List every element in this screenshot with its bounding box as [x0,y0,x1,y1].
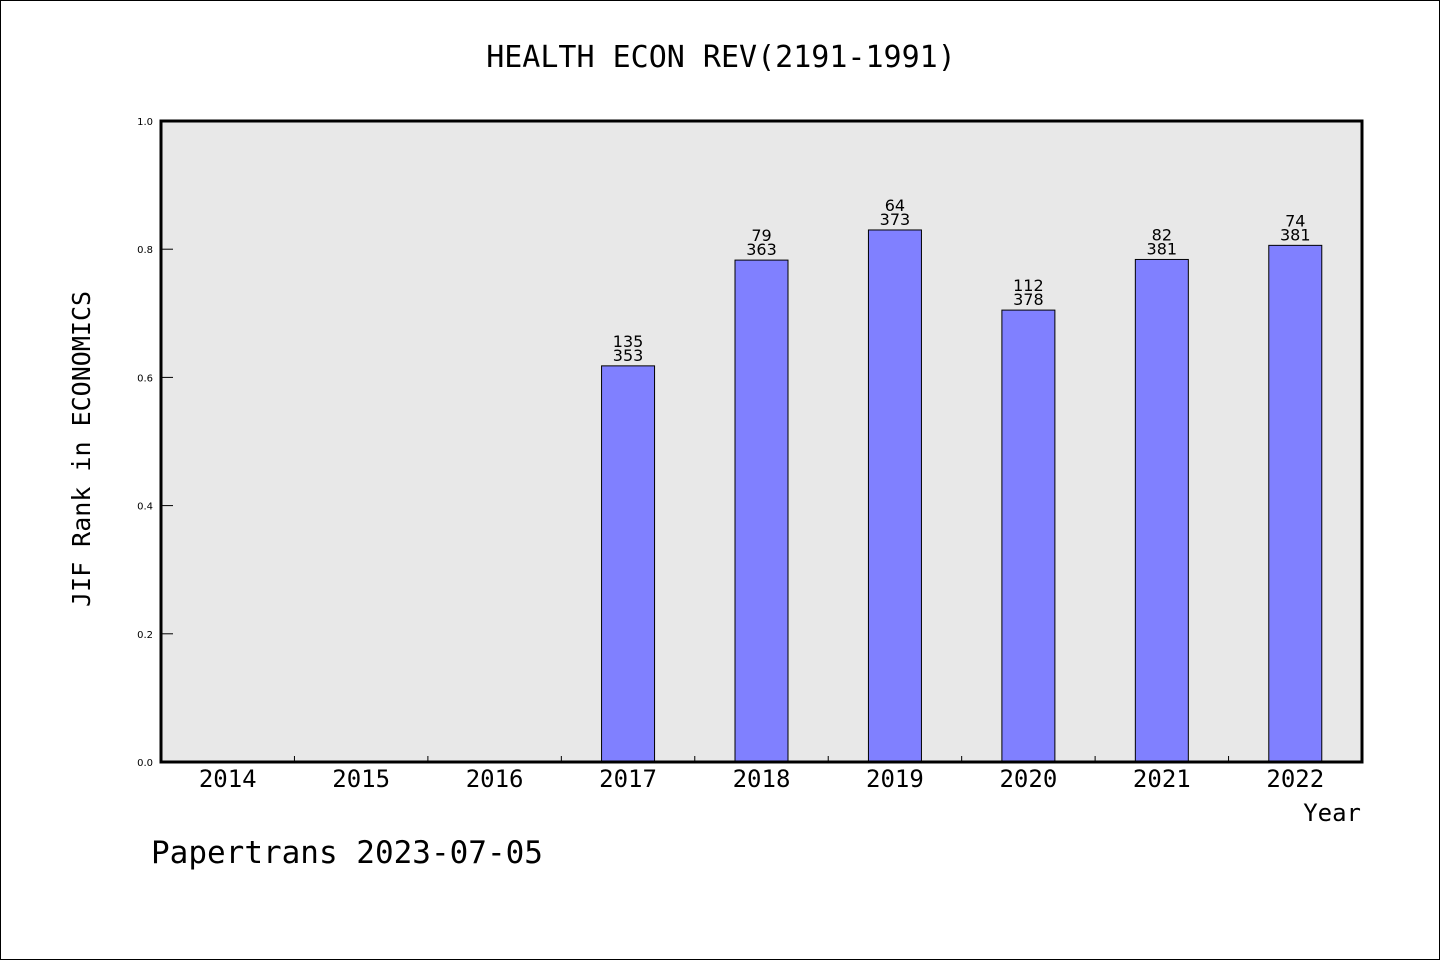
x-tick-label: 2020 [999,765,1057,793]
bar-label-rank: 112 [1013,276,1044,295]
x-tick-label: 2017 [599,765,657,793]
chart-title: HEALTH ECON REV(2191-1991) [486,40,956,75]
plot-border [159,119,1364,764]
y-axis-label: JIF Rank in ECONOMICS [67,291,96,607]
x-axis-ticks: 2014 2015 2016 2017 2018 2019 2020 2021 2022 [199,756,1324,793]
x-tick-label: 2014 [199,765,257,793]
y-tick-label: 0.6 [137,373,153,384]
y-tick-label: 1.0 [137,117,153,128]
y-tick-label: 0.8 [137,245,153,256]
bar-label-total: 381 [1280,225,1311,244]
x-axis-label: Year [1303,799,1361,827]
bar-label-rank: 79 [751,226,771,245]
y-tick-label: 0.0 [137,758,153,769]
bar-2020 [1001,309,1056,763]
bar-label-rank: 82 [1152,225,1172,244]
y-tick-label: 0.4 [137,502,153,513]
bars [601,229,1323,763]
bar-label-total: 381 [1147,239,1178,258]
bar-2019 [867,229,922,763]
bar-label-rank: 135 [613,332,644,351]
y-tick-label: 0.2 [137,630,153,641]
bar-label-rank: 74 [1285,211,1305,230]
bar-label-total: 363 [746,240,777,259]
bar-label-total: 378 [1013,290,1044,309]
x-tick-label: 2019 [866,765,924,793]
bar-label-total: 353 [613,346,644,365]
x-tick-label: 2022 [1266,765,1324,793]
footer-credit: Papertrans 2023-07-05 [151,835,543,871]
bar-2018 [734,259,789,763]
x-tick-label: 2015 [332,765,390,793]
x-tick-label: 2016 [466,765,524,793]
bar-2022 [1268,244,1323,763]
x-tick-label: 2018 [733,765,791,793]
bar-label-rank: 64 [885,196,905,215]
bar-2021 [1134,258,1189,763]
bar-label-total: 373 [880,210,911,229]
bar-2017 [601,365,656,763]
x-tick-label: 2021 [1133,765,1191,793]
